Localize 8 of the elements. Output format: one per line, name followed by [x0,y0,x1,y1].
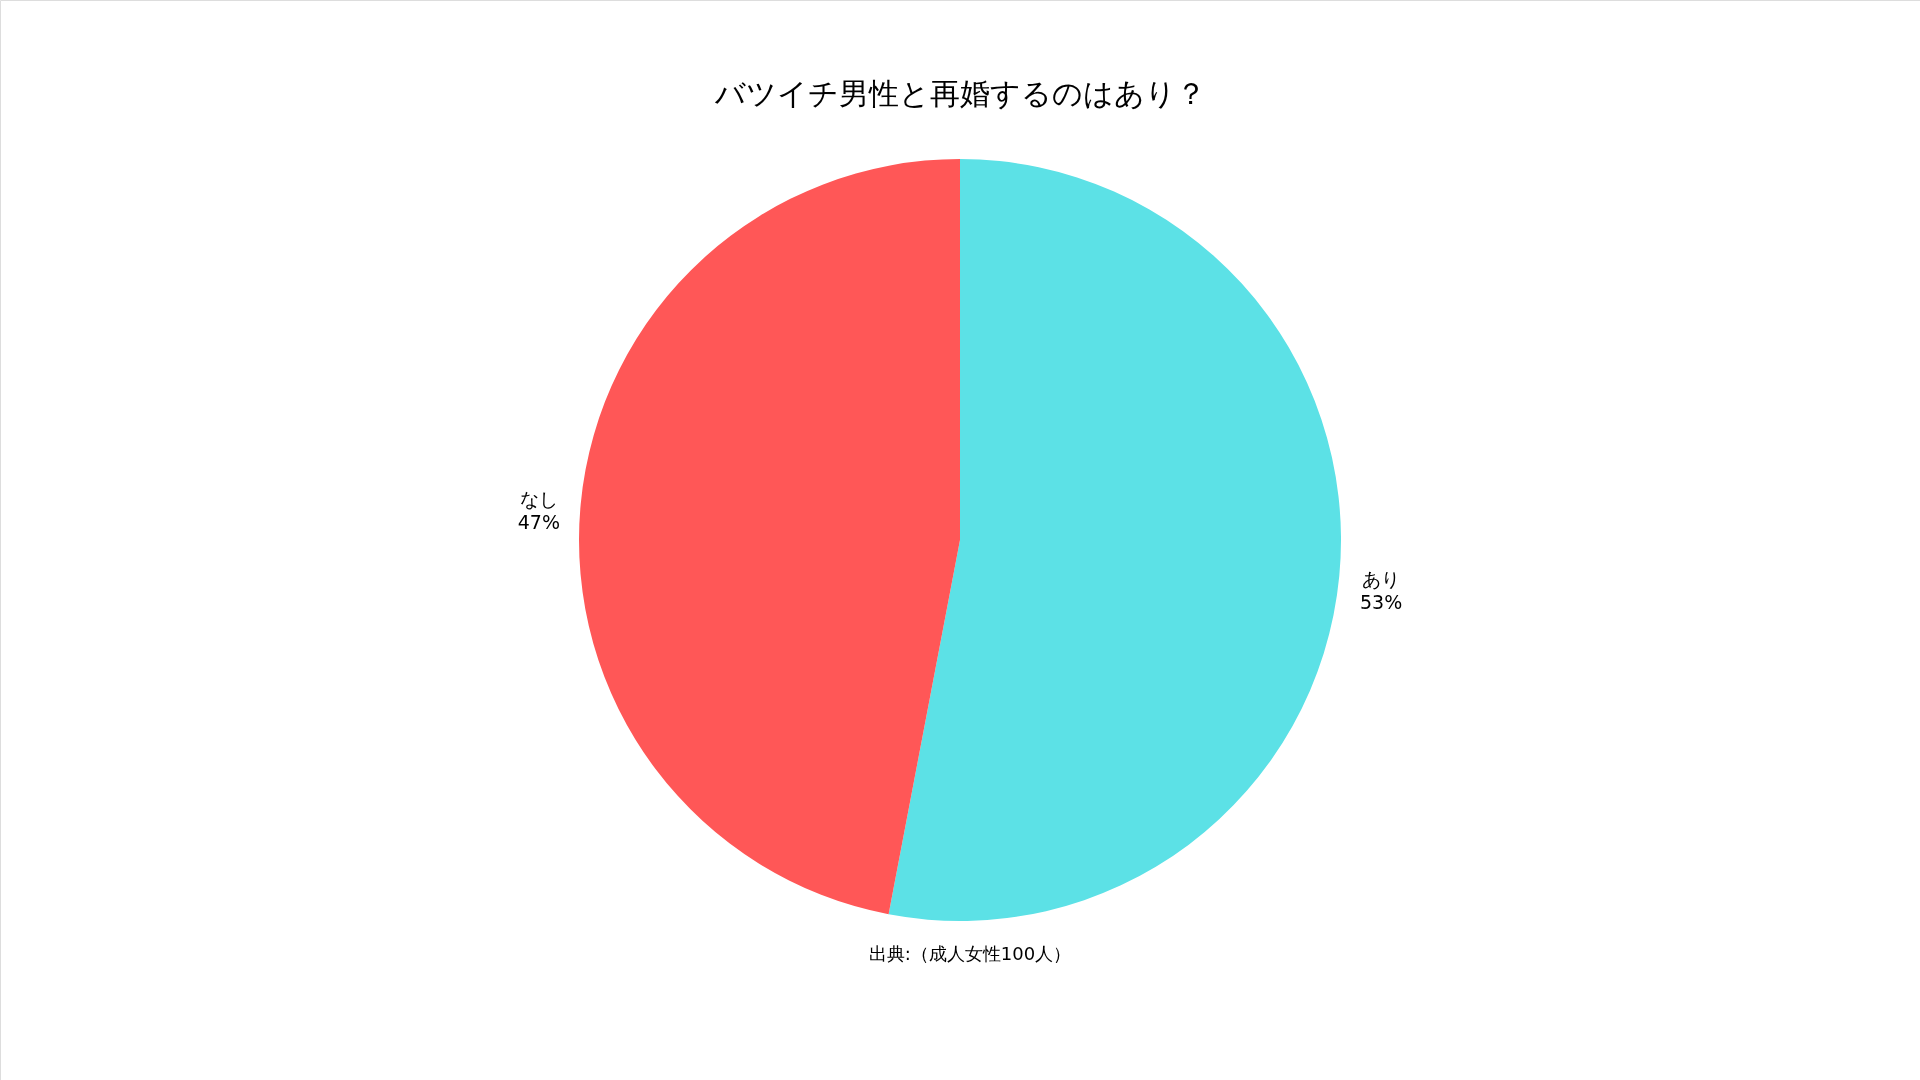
chart-title: バツイチ男性と再婚するのはあり？ [713,76,1206,111]
data-label: 47% [517,511,560,534]
source-note: 出典:（成人女性100人） [868,943,1072,964]
data-label: 53% [1360,590,1403,613]
slice-label: なし [519,488,558,511]
pie-slice [579,159,960,915]
slice-label: あり [1362,567,1401,590]
pie-slice [888,159,1341,921]
